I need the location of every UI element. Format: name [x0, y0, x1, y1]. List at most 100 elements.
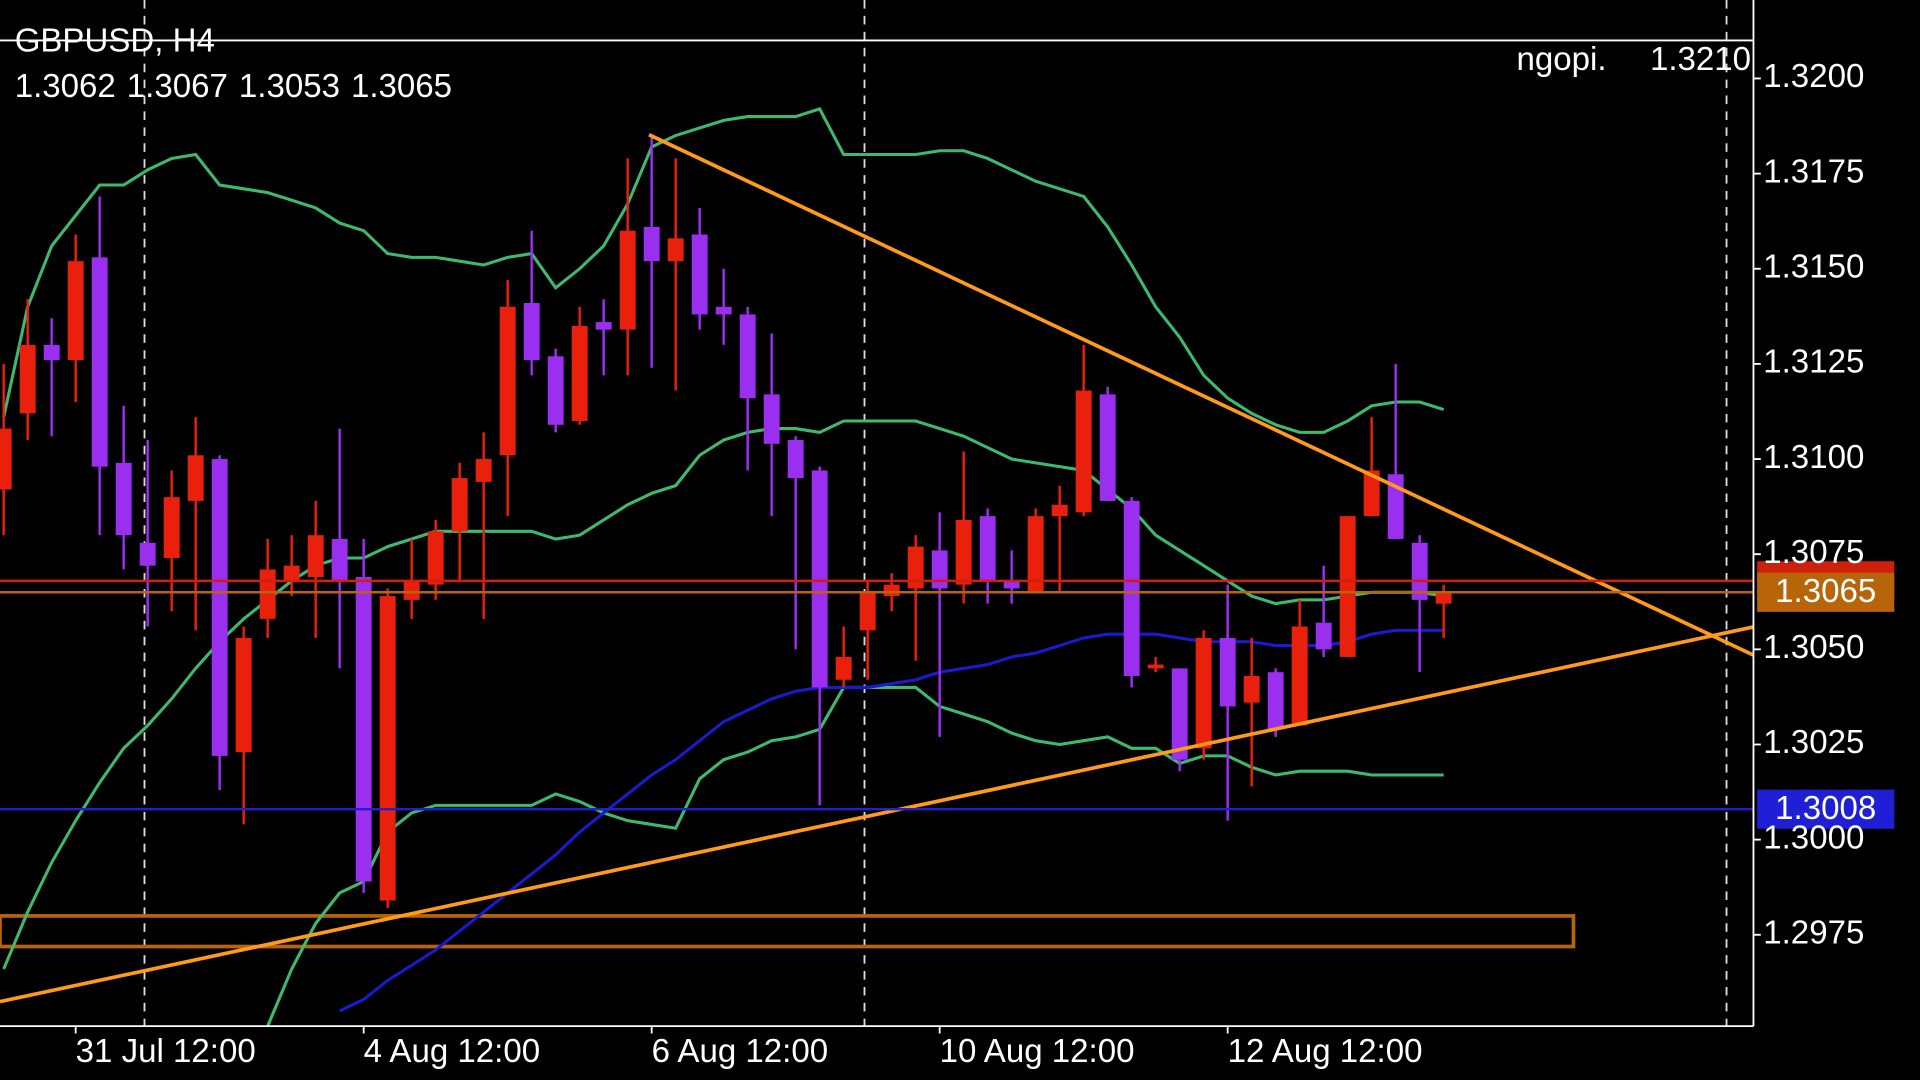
candle-body	[835, 656, 852, 680]
candle-body	[427, 531, 444, 585]
price-label: 1.3065	[1775, 573, 1876, 610]
candle-body	[523, 303, 540, 361]
candle-body	[91, 257, 108, 467]
candle-body	[1171, 668, 1188, 760]
candle-body	[139, 542, 156, 566]
price-label: 1.3008	[1775, 790, 1876, 827]
candle-body	[115, 462, 132, 536]
candle-body	[931, 550, 948, 589]
x-tick-label: 4 Aug 12:00	[364, 1033, 540, 1070]
candle-body	[979, 516, 996, 581]
candle-body	[883, 584, 900, 597]
ohlc-value: 1.3053	[239, 68, 340, 105]
y-tick-label: 1.2975	[1763, 915, 1864, 952]
ohlc-values: 1.3062 1.3067 1.3053 1.3065	[15, 68, 452, 105]
candle-body	[451, 478, 468, 532]
candle-body	[859, 592, 876, 631]
candle-body	[1003, 580, 1020, 589]
candle-body	[235, 637, 252, 753]
candle-body	[379, 596, 396, 901]
y-tick-label: 1.3050	[1763, 629, 1864, 666]
candle-body	[1147, 664, 1164, 669]
candle-body	[355, 577, 372, 882]
candle-body	[811, 470, 828, 688]
candle-body	[739, 314, 756, 399]
candle-body	[1291, 626, 1308, 726]
candle-body	[211, 459, 228, 756]
x-tick-label: 31 Jul 12:00	[76, 1033, 256, 1070]
drawings	[0, 0, 1728, 1027]
marker-name: ngopi.	[1516, 41, 1606, 78]
candle-body	[403, 580, 420, 600]
candle-body	[1387, 474, 1404, 539]
price-label-box	[1757, 789, 1895, 829]
ohlc-value: 1.3065	[351, 68, 452, 105]
candle-body	[1219, 637, 1236, 707]
candle-body	[1123, 500, 1140, 676]
candle-body	[0, 428, 12, 490]
candle-body	[331, 538, 348, 581]
candle-body	[1267, 672, 1284, 730]
trend-line	[0, 625, 1754, 1004]
y-tick-label: 1.3000	[1763, 819, 1864, 856]
candle-body	[955, 519, 972, 585]
x-tick-label: 6 Aug 12:00	[652, 1033, 828, 1070]
candle-body	[1195, 637, 1212, 749]
candle-body	[1075, 390, 1092, 513]
trend-lines	[0, 133, 1755, 1004]
trend-line	[648, 133, 1755, 657]
indicator-line	[2, 107, 1445, 434]
candle-body	[715, 306, 732, 315]
candle-body	[283, 565, 300, 581]
y-tick-label: 1.3150	[1763, 248, 1864, 285]
plot-area	[0, 107, 1452, 1027]
indicator-line	[339, 628, 1444, 1013]
candle-body	[1339, 516, 1356, 657]
candle-body	[1315, 622, 1332, 650]
candle-body	[595, 322, 612, 330]
y-tick-label: 1.3125	[1763, 344, 1864, 381]
candle-body	[907, 546, 924, 589]
x-tick-label: 10 Aug 12:00	[940, 1033, 1135, 1070]
marker-price: 1.3210	[1650, 41, 1751, 78]
candle-body	[1027, 516, 1044, 593]
candle-body	[499, 306, 516, 456]
candle-body	[43, 344, 60, 361]
candle-body	[763, 394, 780, 444]
y-tick-label: 1.3075	[1763, 534, 1864, 571]
chart-title: GBPUSD, H4	[15, 23, 215, 60]
candle-body	[691, 234, 708, 315]
candle-body	[1099, 394, 1116, 501]
ohlc-value: 1.3062	[15, 68, 116, 105]
candle-body	[1051, 504, 1068, 517]
candle-body	[475, 459, 492, 482]
candle-body	[1411, 542, 1428, 600]
candle-body	[667, 238, 684, 262]
overlay: ngopi. 1.3210 1.3065 1.3008	[0, 39, 1895, 829]
x-tick-label: 12 Aug 12:00	[1228, 1033, 1423, 1070]
indicator-line	[2, 419, 1444, 970]
y-tick-label: 1.3025	[1763, 724, 1864, 761]
y-tick-label: 1.3175	[1763, 153, 1864, 190]
candle-body	[1243, 675, 1260, 703]
candle-body	[619, 230, 636, 330]
candle-body	[787, 440, 804, 479]
candle-body	[643, 226, 660, 262]
candle-body	[547, 356, 564, 425]
candle-body	[19, 344, 36, 414]
candle-body	[67, 261, 84, 361]
zone-box	[0, 914, 1576, 949]
y-tick-label: 1.3200	[1763, 58, 1864, 95]
candle-body	[163, 497, 180, 559]
candle-body	[1363, 470, 1380, 517]
y-tick-label: 1.3100	[1763, 439, 1864, 476]
candle-body	[1435, 592, 1452, 604]
candle-body	[187, 455, 204, 501]
candle-body	[571, 325, 588, 421]
candle-body	[307, 535, 324, 578]
candle-body	[259, 569, 276, 619]
price-label-box	[1757, 572, 1895, 612]
ohlc-value: 1.3067	[127, 68, 228, 105]
